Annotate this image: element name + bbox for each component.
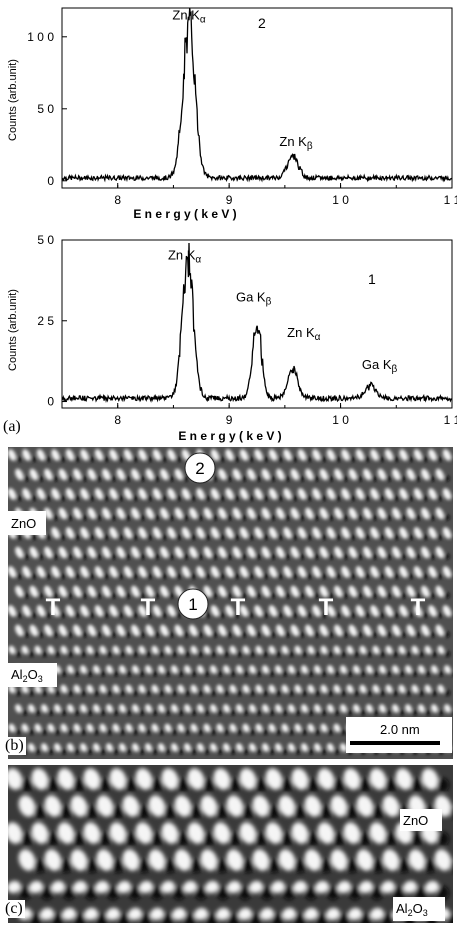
panel-label-b: (b) (3, 737, 26, 755)
chart2-ytick-label: 5 0 (37, 102, 54, 116)
panel-label-c: (c) (3, 900, 25, 918)
zno-label-box-b (8, 511, 46, 535)
dislocation-marker-1: T (46, 594, 61, 621)
chart2-xtick-label: 1 0 (332, 193, 349, 207)
scale-bar-box (346, 717, 452, 753)
al2o3-label-box-b (8, 663, 57, 687)
chart2-xlabel: E n e r g y ( k e V ) (133, 207, 236, 221)
zno-label-b: ZnO (11, 516, 36, 531)
chart1-series-line (61, 242, 453, 403)
al2o3-label-b: Al2O3 (11, 667, 43, 684)
chart1-ylabel: Counts (arb.unit) (7, 289, 19, 371)
chart1-peak-label-1: Ga Kβ (236, 289, 272, 307)
chart1-xtick-label: 8 (114, 413, 121, 427)
chart1-spectrum-label: 1 (368, 271, 376, 287)
al2o3-label-box-c (393, 897, 445, 921)
region-marker-1-label: 1 (188, 595, 197, 614)
chart2-peak-label-1: Zn Kβ (279, 134, 312, 152)
chart1-ytick-label: 0 (47, 395, 54, 409)
chart1-xtick-label: 9 (226, 413, 233, 427)
hrtem-image-b: T T T T T 2 1 ZnO Al2O3 2.0 nm (8, 447, 453, 759)
panel-label-a: (a) (3, 418, 21, 435)
chart2-ytick-label: 0 (47, 174, 54, 188)
hrtem-c-lattice (8, 768, 453, 923)
region-marker-1 (177, 588, 209, 620)
chart2-spectrum-label: 2 (258, 15, 266, 31)
region-marker-2 (184, 452, 216, 484)
region-marker-2-label: 2 (195, 459, 204, 478)
chart1-peak-label-2: Zn Kα (287, 325, 320, 343)
chart1-ytick-label: 2 5 (37, 314, 54, 328)
chart2-frame (61, 7, 453, 189)
dislocation-marker-4: T (319, 594, 334, 621)
chart2-peak-label-0: Zn Kα (172, 8, 205, 26)
chart2-xtick-label: 8 (114, 193, 121, 207)
chart2-ytick-label: 1 0 0 (27, 30, 54, 44)
al2o3-label-c: Al2O3 (396, 901, 428, 918)
hrtem-image-c: ZnO Al2O3 (8, 765, 453, 923)
chart2-series-line (61, 8, 453, 183)
zno-label-c: ZnO (403, 813, 428, 828)
dislocation-marker-2: T (141, 594, 156, 621)
dislocation-marker-5: T (411, 594, 426, 621)
chart2-ylabel: Counts (arb.unit) (7, 59, 19, 141)
zno-label-box-c (400, 809, 442, 831)
chart2-xtick-label: 9 (226, 193, 233, 207)
chart1-peak-label-0: Zn Kα (168, 247, 201, 265)
chart2-xtick-label: 1 1 (444, 193, 457, 207)
chart1-frame (61, 239, 453, 409)
dislocation-marker-3: T (231, 594, 246, 621)
scale-bar (350, 741, 440, 745)
chart1-xtick-label: 1 0 (332, 413, 349, 427)
scale-bar-label: 2.0 nm (380, 722, 420, 737)
chart1-peak-label-3: Ga Kβ (362, 357, 398, 375)
chart1-xlabel: E n e r g y ( k e V ) (178, 429, 281, 443)
chart1-ytick-label: 5 0 (37, 233, 54, 247)
chart1-xtick-label: 1 1 (444, 413, 457, 427)
